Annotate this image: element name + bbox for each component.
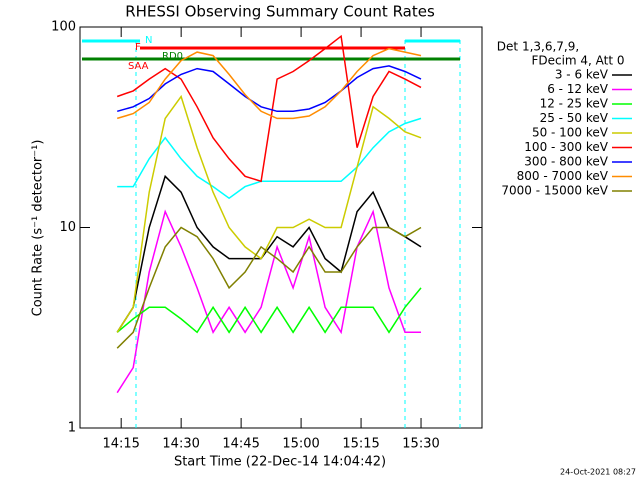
series-line	[116, 47, 422, 120]
series-line	[116, 34, 422, 183]
x-tick-label: 15:15	[342, 437, 379, 452]
series-line	[116, 209, 421, 394]
flag-label: N	[145, 35, 152, 46]
legend-label: 3 - 6 keV	[555, 68, 609, 82]
y-tick-label: 10	[59, 220, 76, 235]
y-tick-label: 100	[51, 20, 76, 35]
series-line	[117, 117, 422, 200]
timestamp: 24-Oct-2021 08:27	[560, 468, 636, 477]
flag-label: RD0	[162, 51, 183, 62]
y-tick-label: 1	[68, 421, 76, 436]
legend-label: 50 - 100 keV	[532, 126, 609, 140]
legend-label: 6 - 12 keV	[547, 82, 609, 96]
legend-label: 7000 - 15000 keV	[501, 184, 608, 198]
series-line	[116, 226, 422, 349]
legend-label: 800 - 7000 keV	[517, 169, 609, 183]
x-axis-label: Start Time (22-Dec-14 14:04:42)	[174, 455, 386, 470]
x-tick-label: 14:45	[222, 437, 259, 452]
x-tick-label: 14:30	[162, 437, 199, 452]
legend-label: 100 - 300 keV	[524, 140, 608, 154]
y-axis-label: Count Rate (s⁻¹ detector⁻¹)	[31, 140, 46, 317]
flag-label: F	[135, 42, 141, 53]
flag-label: SAA	[128, 61, 149, 72]
detector-info: Det 1,3,6,7,9,	[497, 40, 579, 54]
series-line	[116, 65, 422, 113]
series-line	[116, 287, 422, 334]
x-tick-label: 15:30	[402, 437, 439, 452]
legend-label: 25 - 50 keV	[540, 111, 609, 125]
x-tick-label: 15:00	[282, 437, 319, 452]
chart-title: RHESSI Observing Summary Count Rates	[125, 3, 435, 21]
series-line	[116, 174, 422, 333]
legend-label: 300 - 800 keV	[524, 155, 608, 169]
legend-label: 12 - 25 keV	[540, 97, 609, 111]
series-line	[116, 94, 422, 333]
x-tick-label: 14:15	[102, 437, 139, 452]
decimation-info: FDecim 4, Att 0	[531, 54, 624, 68]
